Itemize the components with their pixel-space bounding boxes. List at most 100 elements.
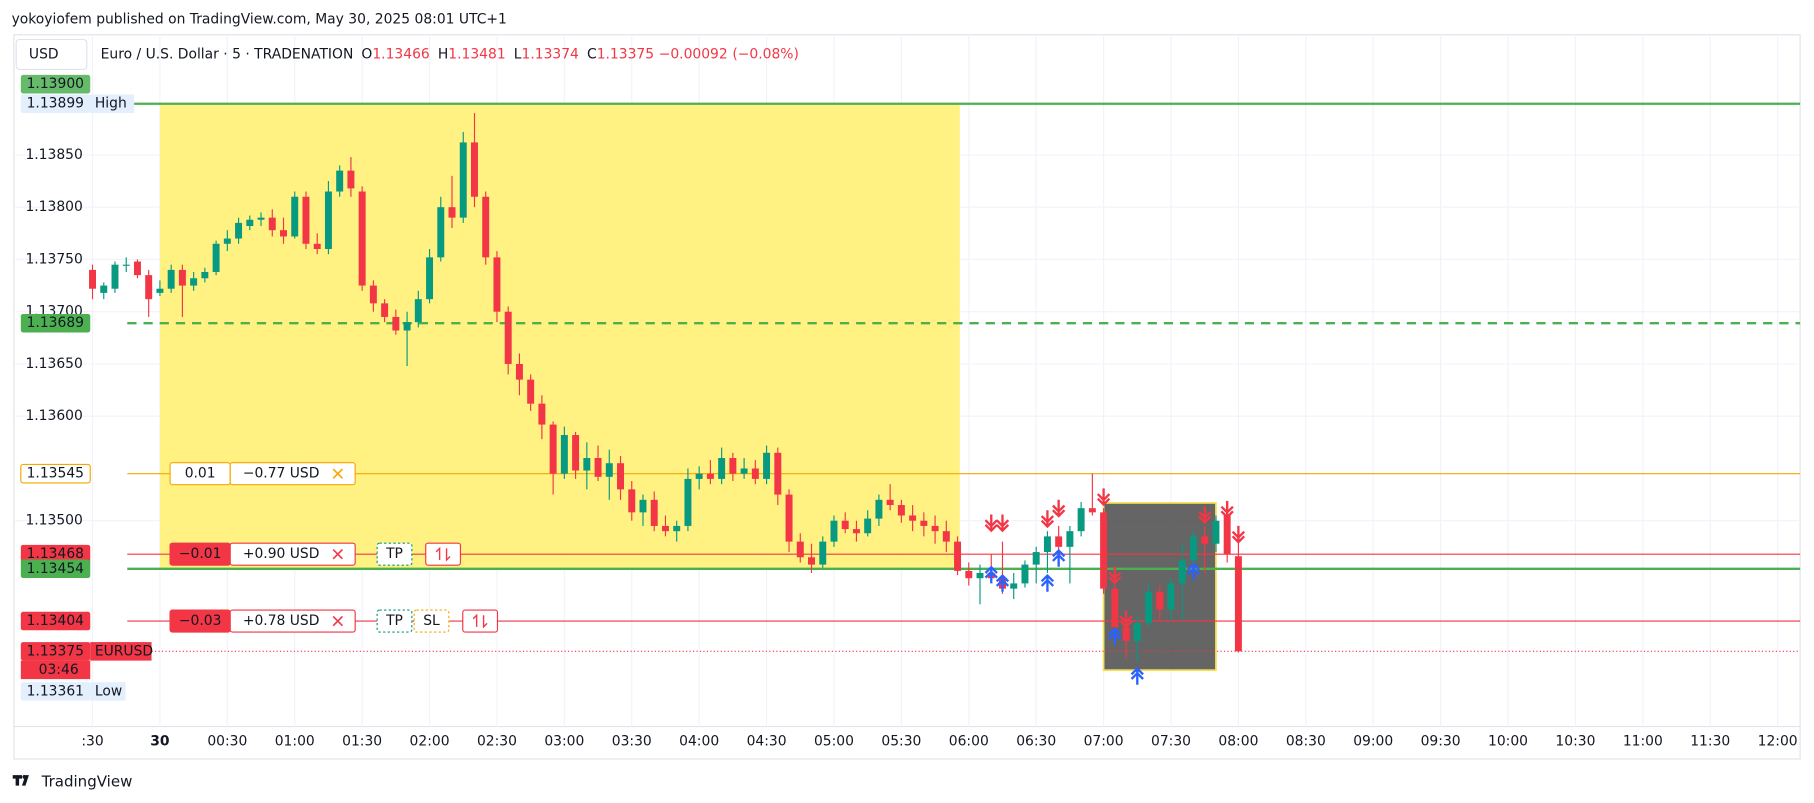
candle-body [1100,512,1108,589]
candle-body [302,196,310,244]
candle-body [167,269,175,289]
candle-body [841,520,849,530]
price-label: 1.13545 [27,466,84,482]
candle-body [190,278,198,286]
sell-arrow [1119,610,1133,629]
order-quantity: 0.01 [185,466,216,482]
candle-body [976,572,984,579]
currency-button[interactable] [15,38,88,71]
candle-body [212,243,220,272]
candle-body [594,458,602,477]
currency-label[interactable]: USD [29,46,59,62]
candle-body [1167,583,1175,610]
candle-body [122,264,130,266]
price-label: 1.13689 [27,315,84,331]
price-label: 1.13454 [27,561,85,577]
reverse-button [425,542,462,566]
tradingview-logo [12,775,29,786]
candle-body [661,525,669,532]
countdown-box [20,660,91,680]
price-label-box [20,544,91,564]
price-label: 1.13404 [27,613,85,629]
price-label: 1.13900 [27,76,84,92]
candle-body [965,570,973,579]
x-tick-label: 12:00 [1758,734,1798,750]
logo-dot [22,775,27,779]
signals [984,488,1246,685]
candle-body [718,458,726,479]
y-tick-label: 1.13850 [25,147,82,163]
x-tick-label: 09:30 [1421,734,1461,750]
countdown: 03:46 [39,662,79,678]
x-tick-label: 07:30 [1151,734,1191,750]
x-tick-label: 01:00 [275,734,315,750]
price-label-box [20,313,91,333]
candle-body [886,499,894,506]
candle-body [392,316,400,331]
candle-body [493,257,501,312]
order-close-icon [332,615,344,627]
candle-body [426,257,434,300]
zone [159,103,960,569]
x-tick-label: 10:30 [1555,734,1595,750]
sell-arrow [1231,525,1246,544]
candle-body [684,478,692,526]
candle-body [572,435,580,471]
x-tick-label: 09:00 [1353,734,1393,750]
x-tick-label: 02:30 [477,734,517,750]
order-quantity: −0.01 [179,546,222,562]
y-tick-label: 1.13650 [25,356,82,372]
candle-body [1088,508,1096,513]
candle-body [448,207,456,218]
x-tick-label: 07:00 [1084,734,1124,750]
x-tick-label: 30 [150,734,169,750]
symbol-legend: Euro / U.S. Dollar · 5 · TRADENATION O1.1… [101,46,799,62]
candle-body [617,463,625,490]
ohlc-key: C [587,46,597,62]
candle-body [1021,564,1029,584]
order-button-label: TP [385,546,403,562]
candle-body [583,458,591,471]
candle-body [1223,515,1231,555]
candle-body [875,499,883,519]
candle-body [1212,520,1220,544]
candle-body [1234,556,1242,652]
x-tick-label: 01:30 [342,734,382,750]
sell-arrow [995,514,1010,533]
ohlc-key: H [438,46,448,62]
x-tick-label: 02:00 [410,734,450,750]
candle-body [89,269,97,289]
price-label-tag: EURUSD [95,643,153,659]
candle-body [920,520,928,526]
candles [89,113,1242,662]
price-label-box [20,94,91,113]
published-note: yokoyiofem published on TradingView.com,… [12,12,507,28]
candle-body [942,531,950,542]
candle-body [650,499,658,526]
candle-body [1189,536,1197,561]
candle-body [740,468,748,474]
price-label: 1.13361 [27,683,84,699]
x-tick-label: 06:00 [949,734,989,750]
x-tick-label: 11:00 [1623,734,1663,750]
candle-body [347,170,355,189]
zones [159,103,1217,672]
reverse-button [462,609,499,633]
candle-body [864,518,872,534]
candle-body [1133,623,1141,641]
ohlc-value: 1.13375 [597,46,654,62]
candle-body [1156,591,1164,610]
candle-body [706,473,714,479]
ohlc-key: O [361,46,372,62]
candle-body [178,269,186,286]
candle-body [369,285,377,304]
candle-body [605,463,613,477]
buy-arrow [1040,573,1055,592]
candle-body [673,525,681,532]
price-label-tag-box [90,94,135,113]
x-tick-label: 08:30 [1286,734,1326,750]
x-tick-label: :30 [81,734,103,750]
price-label-tag-box [90,642,152,661]
